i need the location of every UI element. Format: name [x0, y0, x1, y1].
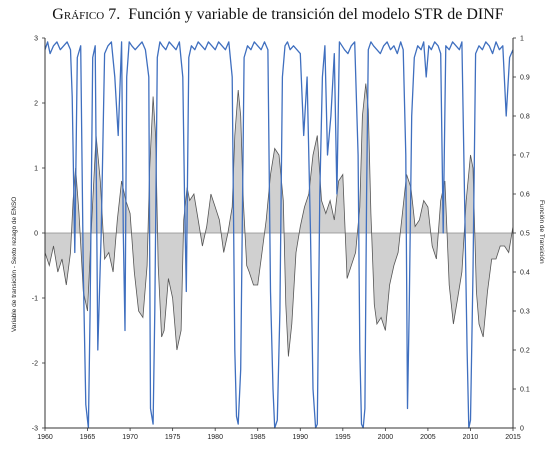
x-tick-label: 1970	[122, 434, 138, 441]
right-tick-label: 0.8	[520, 114, 530, 121]
right-tick-label: 0.2	[520, 348, 530, 355]
right-tick-label: 0	[520, 426, 524, 433]
x-tick-label: 1985	[250, 434, 266, 441]
chart-title-text: Función y variable de transición del mod…	[128, 6, 504, 23]
transition-variable-fill-layer	[45, 83, 513, 357]
right-tick-label: 1	[520, 36, 524, 43]
left-tick-label: 0	[34, 231, 38, 238]
transition-function-line	[44, 41, 514, 429]
x-tick-label: 1965	[80, 434, 96, 441]
transition-variable-area	[45, 83, 513, 357]
left-tick-label: 1	[34, 166, 38, 173]
chart-title: Gráfico 7. Función y variable de transic…	[0, 6, 556, 24]
right-tick-label: 0.4	[520, 270, 530, 277]
axes-layer	[42, 37, 516, 431]
x-tick-label: 2005	[420, 434, 436, 441]
left-tick-label: 2	[34, 101, 38, 108]
left-tick-label: 3	[34, 36, 38, 43]
right-tick-label: 0.1	[520, 387, 530, 394]
left-tick-label: -1	[32, 296, 38, 303]
x-tick-label: 1975	[165, 434, 181, 441]
chart-title-label: Gráfico 7.	[52, 6, 121, 23]
right-tick-label: 0.9	[520, 75, 530, 82]
x-tick-label: 1960	[37, 434, 53, 441]
left-tick-label: -3	[32, 426, 38, 433]
x-tick-label: 2010	[463, 434, 479, 441]
x-tick-label: 2015	[505, 434, 521, 441]
right-tick-label: 0.5	[520, 231, 530, 238]
right-tick-label: 0.3	[520, 309, 530, 316]
tick-labels-layer: 1960 1965 1970 1975 1980 1985 1990 1995 2000 2005…	[32, 36, 530, 442]
series-line-layer	[44, 41, 514, 429]
x-tick-label: 2000	[378, 434, 394, 441]
x-tick-label: 1980	[207, 434, 223, 441]
x-tick-label: 1995	[335, 434, 351, 441]
right-tick-label: 0.7	[520, 153, 530, 160]
left-axis-title: Variable de transición - Sexto rezago de…	[11, 197, 18, 332]
left-tick-label: -2	[32, 361, 38, 368]
right-axis-title: Función de Transición	[538, 200, 545, 264]
right-tick-label: 0.6	[520, 192, 530, 199]
x-tick-label: 1990	[292, 434, 308, 441]
